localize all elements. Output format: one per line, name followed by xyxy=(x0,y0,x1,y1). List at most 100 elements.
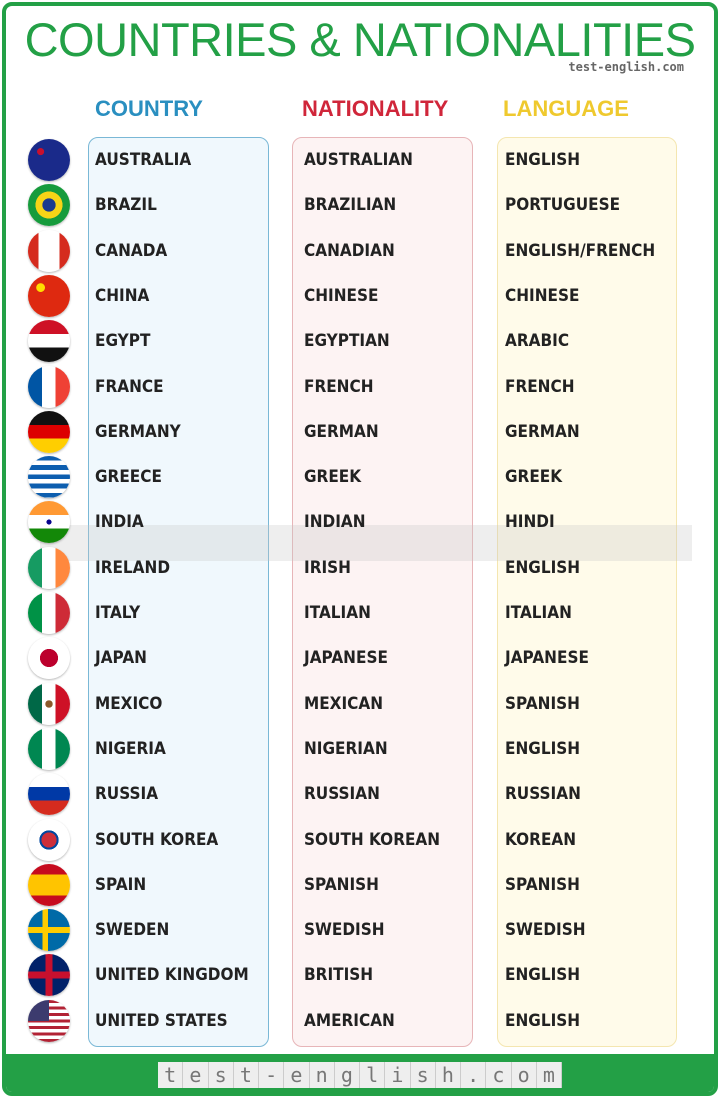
country-cell: MEXICO xyxy=(95,693,163,714)
language-cell: CHINESE xyxy=(505,285,580,306)
usa-flag-icon xyxy=(28,999,70,1042)
footer-brand-letter: i xyxy=(385,1062,411,1088)
table-row: UNITED KINGDOM BRITISH ENGLISH xyxy=(0,953,720,997)
nationality-cell: BRITISH xyxy=(304,965,374,986)
nationality-cell: NIGERIAN xyxy=(304,738,388,759)
india-flag-icon xyxy=(28,501,70,544)
language-cell: ENGLISH xyxy=(505,965,581,986)
nationality-cell: AMERICAN xyxy=(304,1010,395,1031)
nationality-cell: JAPANESE xyxy=(304,648,388,669)
footer-brand-letter: c xyxy=(486,1062,512,1088)
egypt-flag-icon xyxy=(28,320,70,363)
page-title: COUNTRIES & NATIONALITIES xyxy=(24,13,696,66)
italy-flag-icon xyxy=(28,592,70,634)
country-cell: SWEDEN xyxy=(95,920,170,941)
table-row: ITALY ITALIAN ITALIAN xyxy=(0,591,720,635)
language-cell: SWEDISH xyxy=(505,920,586,941)
language-cell: JAPANESE xyxy=(505,648,589,669)
footer-brand-letter: - xyxy=(259,1062,285,1088)
table-row: BRAZIL BRAZILIAN PORTUGUESE xyxy=(0,183,720,227)
footer-brand-letter: o xyxy=(512,1062,537,1088)
footer-brand-letter: . xyxy=(461,1062,487,1088)
language-cell: ENGLISH/FRENCH xyxy=(505,240,656,261)
nationality-cell: SPANISH xyxy=(304,874,379,895)
nationality-cell: CANADIAN xyxy=(304,240,395,261)
country-cell: JAPAN xyxy=(95,648,147,669)
table-row: INDIA INDIAN HINDI xyxy=(0,500,720,544)
table-row: GREECE GREEK GREEK xyxy=(0,455,720,499)
country-cell: IRELAND xyxy=(95,557,171,578)
footer-brand-letter: n xyxy=(310,1062,335,1088)
language-cell: ITALIAN xyxy=(505,603,572,623)
footer-brand-letter: e xyxy=(183,1062,209,1088)
footer-brand-letter: t xyxy=(158,1062,184,1088)
language-header: LANGUAGE xyxy=(503,96,629,121)
russia-flag-icon xyxy=(28,773,70,816)
country-cell: AUSTRALIA xyxy=(95,150,192,170)
table-row: EGYPT EGYPTIAN ARABIC xyxy=(0,319,720,363)
country-column xyxy=(88,137,269,1047)
nationality-cell: ITALIAN xyxy=(304,603,371,623)
table-row: CANADA CANADIAN ENGLISH/FRENCH xyxy=(0,229,720,273)
language-cell: FRENCH xyxy=(505,376,575,397)
france-flag-icon xyxy=(28,365,70,408)
language-cell: ENGLISH xyxy=(505,738,581,759)
nationality-cell: GREEK xyxy=(304,467,362,488)
ireland-flag-icon xyxy=(28,546,70,589)
south-korea-flag-icon xyxy=(28,818,70,861)
nationality-cell: EGYPTIAN xyxy=(304,331,390,352)
brazil-flag-icon xyxy=(28,184,70,227)
table-row: GERMANY GERMAN GERMAN xyxy=(0,410,720,454)
country-cell: CANADA xyxy=(95,240,168,261)
footer-brand-letter: e xyxy=(284,1062,310,1088)
country-cell: SPAIN xyxy=(95,874,147,895)
australia-flag-icon xyxy=(28,139,70,181)
country-cell: SOUTH KOREA xyxy=(95,829,219,850)
canada-flag-icon xyxy=(28,229,70,272)
language-cell: KOREAN xyxy=(505,829,577,850)
language-cell: ENGLISH xyxy=(505,1010,581,1031)
center-watermark-band xyxy=(40,525,692,561)
language-column xyxy=(497,137,677,1047)
language-cell: SPANISH xyxy=(505,693,580,714)
nationality-cell: GERMAN xyxy=(304,421,379,442)
language-cell: ENGLISH xyxy=(505,557,581,578)
table-row: SOUTH KOREA SOUTH KOREAN KOREAN xyxy=(0,818,720,862)
greece-flag-icon xyxy=(28,456,70,499)
nationality-cell: RUSSIAN xyxy=(304,784,380,805)
country-cell: NIGERIA xyxy=(95,738,166,759)
table-row: AUSTRALIA AUSTRALIAN ENGLISH xyxy=(0,138,720,182)
footer-brand-letter: m xyxy=(537,1062,562,1088)
table-row: JAPAN JAPANESE JAPANESE xyxy=(0,636,720,680)
mexico-flag-icon xyxy=(28,682,70,725)
nationality-cell: SOUTH KOREAN xyxy=(304,829,441,850)
footer-brand-letter: t xyxy=(234,1062,259,1088)
nationality-column xyxy=(292,137,473,1047)
nationality-header: NATIONALITY xyxy=(302,96,449,121)
table-row: UNITED STATES AMERICAN ENGLISH xyxy=(0,999,720,1043)
country-cell: GERMANY xyxy=(95,421,181,442)
table-row: IRELAND IRISH ENGLISH xyxy=(0,546,720,590)
country-cell: EGYPT xyxy=(95,331,151,352)
language-cell: ENGLISH xyxy=(505,150,581,170)
china-flag-icon xyxy=(28,274,70,317)
country-cell: UNITED KINGDOM xyxy=(95,965,249,986)
germany-flag-icon xyxy=(28,410,70,453)
language-cell: PORTUGUESE xyxy=(505,195,621,216)
nationality-cell: AUSTRALIAN xyxy=(304,150,413,170)
uk-flag-icon xyxy=(28,954,70,997)
table-row: FRANCE FRENCH FRENCH xyxy=(0,365,720,409)
table-row: CHINA CHINESE CHINESE xyxy=(0,274,720,318)
footer-brand-letter: s xyxy=(411,1062,436,1088)
nationality-cell: BRAZILIAN xyxy=(304,195,397,216)
country-cell: RUSSIA xyxy=(95,784,159,805)
country-cell: FRANCE xyxy=(95,376,164,397)
language-cell: SPANISH xyxy=(505,874,580,895)
table-row: SPAIN SPANISH SPANISH xyxy=(0,863,720,907)
country-cell: UNITED STATES xyxy=(95,1010,228,1031)
table-row: MEXICO MEXICAN SPANISH xyxy=(0,682,720,726)
table-row: SWEDEN SWEDISH SWEDISH xyxy=(0,908,720,952)
language-cell: RUSSIAN xyxy=(505,784,581,805)
japan-flag-icon xyxy=(28,637,70,680)
